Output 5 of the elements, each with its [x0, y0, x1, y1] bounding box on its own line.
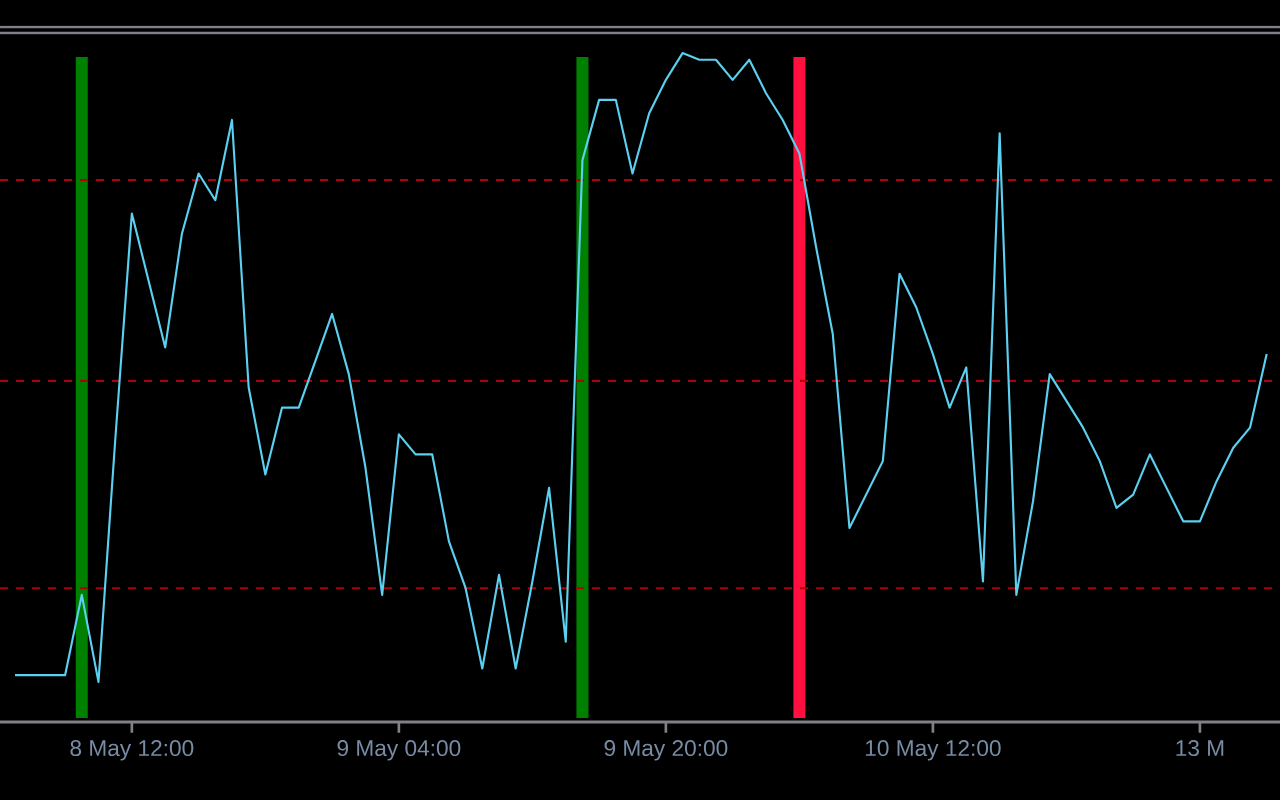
x-tick-label: 10 May 12:00 — [865, 740, 1001, 761]
x-tick-label: 9 May 20:00 — [604, 740, 728, 761]
x-tick-label: 8 May 12:00 — [70, 740, 194, 761]
x-tick-label: 9 May 04:00 — [337, 740, 461, 761]
x-tick-label: 13 M — [1176, 740, 1224, 757]
